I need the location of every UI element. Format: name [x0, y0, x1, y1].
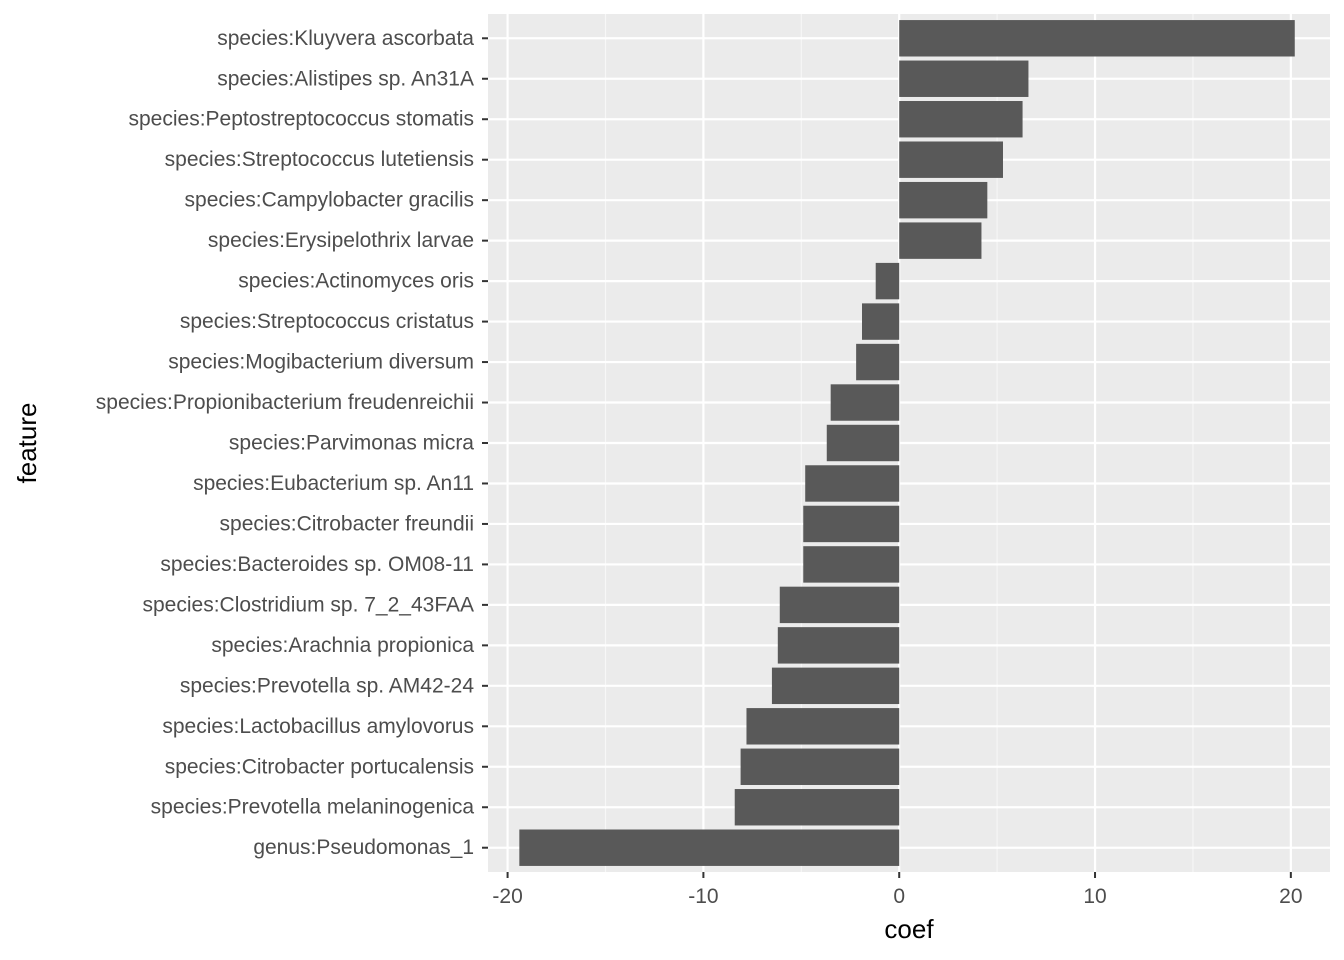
x-tick-label: 0	[893, 885, 905, 908]
bar	[899, 20, 1295, 57]
bar	[805, 465, 900, 502]
y-tick-label: species:Peptostreptococcus stomatis	[129, 108, 475, 131]
x-tick-label: -20	[492, 885, 522, 908]
bar	[740, 748, 900, 785]
bars	[519, 20, 1295, 866]
y-tick-label: species:Parvimonas micra	[229, 432, 474, 455]
y-tick-label: species:Arachnia propionica	[211, 634, 474, 657]
x-tick-label: 10	[1083, 885, 1106, 908]
bar	[899, 181, 988, 219]
bar	[899, 60, 1029, 97]
bar	[856, 343, 900, 381]
x-tick-label: 20	[1279, 885, 1302, 908]
x-axis-ticks: -20 -10 0 10 20	[492, 872, 1303, 908]
y-tick-label: species:Eubacterium sp. An11	[193, 472, 474, 495]
bar	[875, 262, 900, 300]
y-tick-label: genus:Pseudomonas_1	[253, 836, 474, 859]
y-tick-label: species:Prevotella melaninogenica	[151, 796, 475, 819]
bar	[519, 829, 900, 866]
bar	[899, 101, 1023, 138]
bar	[803, 546, 900, 583]
y-tick-label: species:Propionibacterium freudenreichii	[96, 391, 474, 414]
y-tick-label: species:Campylobacter gracilis	[185, 189, 474, 212]
y-tick-label: species:Bacteroides sp. OM08-11	[160, 553, 474, 576]
x-axis-title: coef	[884, 914, 934, 944]
bar	[826, 424, 900, 462]
y-tick-label: species:Clostridium sp. 7_2_43FAA	[143, 593, 475, 616]
bar	[779, 586, 900, 624]
bar	[771, 667, 900, 705]
y-tick-label: species:Mogibacterium diversum	[168, 351, 474, 374]
bar	[899, 222, 982, 259]
bar	[746, 708, 900, 745]
y-tick-label: species:Streptococcus cristatus	[180, 310, 474, 333]
bar	[862, 303, 900, 340]
y-axis-title: feature	[12, 403, 42, 484]
y-tick-label: species:Prevotella sp. AM42-24	[180, 674, 474, 697]
bar	[899, 141, 1003, 178]
y-tick-label: species:Actinomyces oris	[238, 270, 474, 293]
y-tick-label: species:Kluyvera ascorbata	[217, 27, 474, 50]
y-tick-label: species:Streptococcus lutetiensis	[165, 148, 474, 171]
y-tick-label: species:Lactobacillus amylovorus	[162, 715, 474, 738]
bar	[734, 789, 900, 826]
bar	[803, 505, 900, 543]
y-tick-label: species:Citrobacter portucalensis	[165, 755, 474, 778]
y-tick-label: species:Citrobacter freundii	[220, 512, 474, 535]
bar	[777, 627, 900, 664]
y-axis-ticks: species:Kluyvera ascorbata species:Alisti…	[96, 27, 488, 859]
y-tick-label: species:Erysipelothrix larvae	[208, 229, 474, 252]
bar	[830, 384, 900, 421]
x-tick-label: -10	[688, 885, 718, 908]
y-tick-label: species:Alistipes sp. An31A	[217, 67, 474, 90]
